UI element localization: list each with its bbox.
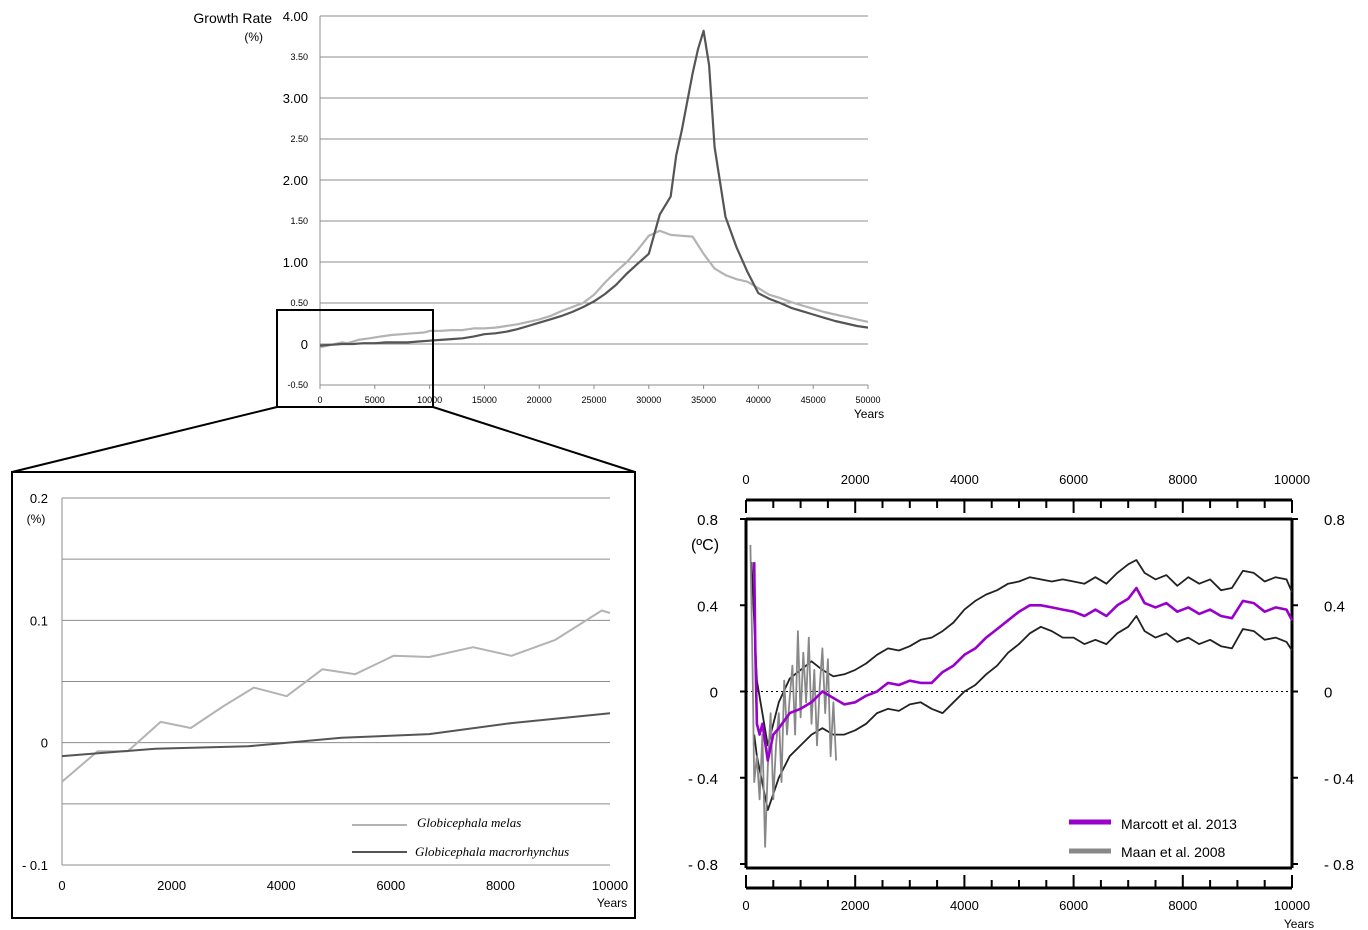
chart3-series-lower-envelope bbox=[753, 615, 1293, 811]
chart1-xtick-label: 15000 bbox=[472, 395, 497, 405]
chart3-bottom-xtick-label: 6000 bbox=[1059, 898, 1088, 913]
chart3-top-xtick-label: 8000 bbox=[1168, 472, 1197, 487]
chart2-xtick-label: 8000 bbox=[486, 878, 515, 893]
chart1-ytick-label: 2.50 bbox=[290, 134, 308, 144]
chart2-series-melas bbox=[61, 609, 611, 783]
chart1-xtick-label: 45000 bbox=[801, 395, 826, 405]
zoom-connector-left bbox=[11, 406, 278, 473]
chart3-left-ytick-label: 0.8 bbox=[697, 512, 718, 529]
chart1-xtick-label: 35000 bbox=[691, 395, 716, 405]
chart2-plot: - 0.1 0 0.1 0.2 0 2000 4000 6000 8000 10000 bbox=[22, 491, 628, 893]
chart2-xtick-label: 10000 bbox=[592, 878, 628, 893]
chart3-bottom-xtick-label: 8000 bbox=[1168, 898, 1197, 913]
chart2-yunit: (%) bbox=[27, 512, 46, 526]
chart1-series-light bbox=[319, 229, 869, 349]
chart1-ytick-label: 2.00 bbox=[283, 173, 308, 188]
chart1-ytick-label: 3.00 bbox=[283, 91, 308, 106]
chart1-xtick-label: 25000 bbox=[581, 395, 606, 405]
chart1-ytick-label: 0.50 bbox=[290, 298, 308, 308]
chart1-plot: -0.50 0 0.50 1.00 1.50 2.00 2.50 3.00 3.50 4.00 0 5… bbox=[283, 9, 881, 405]
chart1-xtick-label: 40000 bbox=[746, 395, 771, 405]
chart2-ytick-label: 0 bbox=[41, 736, 48, 751]
chart2-xlabel: Years bbox=[597, 896, 627, 910]
chart2-ytick-label: 0.1 bbox=[30, 613, 48, 628]
legend-label-maan: Maan et al. 2008 bbox=[1121, 844, 1226, 860]
zoom-box bbox=[276, 309, 434, 408]
chart3-xlabel: Years bbox=[1284, 917, 1314, 930]
zoom-connector-right bbox=[432, 406, 636, 473]
chart3-ylabel: (ºC) bbox=[691, 537, 719, 554]
chart3-top-xtick-label: 6000 bbox=[1059, 472, 1088, 487]
chart3-series-maan bbox=[749, 544, 837, 848]
chart1-xtick-label: 5000 bbox=[365, 395, 385, 405]
chart3-top-xtick-label: 4000 bbox=[950, 472, 979, 487]
chart1-xtick-label: 0 bbox=[317, 395, 322, 405]
chart2-xtick-label: 4000 bbox=[267, 878, 296, 893]
chart1-xtick-label: 30000 bbox=[636, 395, 661, 405]
chart1-yunit: (%) bbox=[244, 30, 263, 44]
chart3-series-marcott bbox=[752, 562, 1294, 762]
chart3-bottom-xtick-label: 10000 bbox=[1274, 898, 1310, 913]
chart3-left-ytick-label: - 0.4 bbox=[688, 771, 718, 788]
chart1-ytick-label: 3.50 bbox=[290, 52, 308, 62]
chart3-bottom-xtick-label: 0 bbox=[742, 898, 749, 913]
chart1-xlabel: Years bbox=[854, 407, 884, 421]
chart3-right-ytick-label: 0.8 bbox=[1324, 512, 1345, 529]
chart1-ytick-label: 1.50 bbox=[290, 216, 308, 226]
chart1-ylabel: Growth Rate bbox=[193, 10, 272, 26]
chart3-left-ytick-label: 0 bbox=[710, 685, 718, 702]
chart3-series-upper-envelope bbox=[750, 559, 1293, 747]
chart3-legend: Marcott et al. 2013 Maan et al. 2008 bbox=[1069, 816, 1237, 860]
chart1-xtick-label: 50000 bbox=[855, 395, 880, 405]
chart3-left-ytick-label: 0.4 bbox=[697, 598, 718, 615]
chart1-ytick-label: 0 bbox=[301, 337, 308, 352]
chart2-legend: Globicephala melas Globicephala macrorhy… bbox=[352, 815, 569, 859]
chart2-ytick-label: 0.2 bbox=[30, 491, 48, 506]
chart1-ytick-label: 1.00 bbox=[283, 255, 308, 270]
legend-label-melas: Globicephala melas bbox=[417, 815, 521, 830]
chart2-series-macrorhynchus bbox=[61, 712, 611, 758]
chart3-right-ytick-label: 0 bbox=[1324, 685, 1332, 702]
chart1-ytick-label: 4.00 bbox=[283, 9, 308, 24]
chart3-right-ytick-label: 0.4 bbox=[1324, 598, 1345, 615]
chart3-left-ytick-label: - 0.8 bbox=[688, 857, 718, 874]
chart3-top-xtick-label: 2000 bbox=[841, 472, 870, 487]
legend-label-marcott: Marcott et al. 2013 bbox=[1121, 816, 1237, 832]
chart2-ytick-label: - 0.1 bbox=[22, 858, 48, 873]
chart1-ytick-label: -0.50 bbox=[287, 380, 308, 390]
chart1-series-dark bbox=[319, 29, 869, 347]
chart2-xtick-label: 6000 bbox=[376, 878, 405, 893]
chart3-right-ytick-label: - 0.4 bbox=[1324, 771, 1354, 788]
chart3-top-xtick-label: 0 bbox=[742, 472, 749, 487]
chart3-bottom-xtick-label: 2000 bbox=[841, 898, 870, 913]
chart3-plot: 0 0 2000 2000 4000 4000 6000 6000 8000 8000 10000 1… bbox=[688, 472, 1354, 913]
chart1-xtick-label: 10000 bbox=[417, 395, 442, 405]
chart3-bottom-xtick-label: 4000 bbox=[950, 898, 979, 913]
legend-label-macrorhynchus: Globicephala macrorhynchus bbox=[415, 844, 569, 859]
chart1-xtick-label: 20000 bbox=[527, 395, 552, 405]
chart3-top-xtick-label: 10000 bbox=[1274, 472, 1310, 487]
inset-frame bbox=[11, 471, 636, 919]
chart2-xtick-label: 0 bbox=[58, 878, 65, 893]
chart3-right-ytick-label: - 0.8 bbox=[1324, 857, 1354, 874]
chart2-xtick-label: 2000 bbox=[157, 878, 186, 893]
